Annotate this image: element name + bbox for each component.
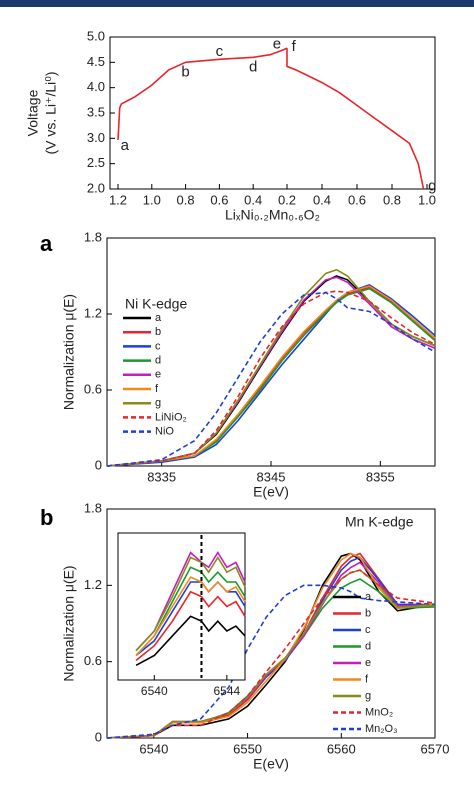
series-line <box>106 291 436 467</box>
y-tick-label: 1.8 <box>84 500 102 515</box>
x-tick-label: 0.6 <box>210 192 228 207</box>
y-tick-label: 4.5 <box>87 54 105 69</box>
x-tick-label: 6560 <box>327 741 356 756</box>
x-axis-label: LiₓNi₀.₂Mn₀.₆O₂ <box>225 207 320 223</box>
x-tick-label: 8345 <box>257 469 286 484</box>
series-line <box>135 576 246 657</box>
point-label: a <box>121 137 130 154</box>
series-line <box>106 584 436 739</box>
x-tick-label: 0.2 <box>278 192 296 207</box>
point-label: g <box>428 177 436 194</box>
y-tick-label: 2.0 <box>87 180 105 195</box>
plot-frame <box>109 36 436 190</box>
series-line <box>135 555 246 652</box>
y-tick-label: 0 <box>95 457 102 472</box>
legend-label: c <box>365 624 371 636</box>
legend-label: a <box>365 591 372 603</box>
y-tick-label: 0.6 <box>84 653 102 668</box>
x-tick-label: 0.4 <box>244 192 262 207</box>
panel-label: b <box>40 505 53 530</box>
series-line <box>106 284 436 467</box>
header-bar <box>0 0 474 7</box>
x-tick-label: 6540 <box>141 684 168 698</box>
x-axis-label: E(eV) <box>253 484 289 500</box>
y-axis-label: (V vs. Li⁺/Li⁰) <box>43 71 59 154</box>
x-tick-label: 1.2 <box>109 192 127 207</box>
y-tick-label: 0.6 <box>84 381 102 396</box>
y-tick-label: 2.5 <box>87 155 105 170</box>
panel-label: a <box>40 231 53 256</box>
legend-label: b <box>365 607 371 619</box>
x-tick-label: 1.0 <box>418 192 436 207</box>
series-line <box>106 285 436 467</box>
panel-title: Mn K-edge <box>345 514 414 530</box>
y-axis-label: Normalization μ(E) <box>61 565 77 681</box>
series-line <box>135 615 246 667</box>
x-tick-label: 0.8 <box>177 192 195 207</box>
legend-label: f <box>365 673 369 685</box>
legend-label: c <box>155 340 161 352</box>
legend-label: b <box>155 326 161 338</box>
legend-label: g <box>155 397 161 409</box>
x-axis-label: E(eV) <box>253 756 289 772</box>
legend-label: NiO <box>155 426 174 438</box>
x-tick-label: 0.8 <box>383 192 401 207</box>
x-tick-label: 6540 <box>139 741 168 756</box>
legend-label: d <box>155 355 161 367</box>
y-tick-label: 3.0 <box>87 130 105 145</box>
y-axis-label: Normalization μ(E) <box>61 294 77 410</box>
legend-label: g <box>365 690 371 702</box>
legend-label: d <box>365 640 371 652</box>
panel-title: Ni K-edge <box>125 296 187 312</box>
y-axis-label: Voltage <box>25 89 41 136</box>
x-tick-label: 8355 <box>366 469 395 484</box>
x-tick-label: 0.6 <box>348 192 366 207</box>
y-tick-label: 3.5 <box>87 104 105 119</box>
series-line <box>106 569 436 739</box>
series-line <box>135 551 246 652</box>
y-tick-label: 1.2 <box>84 305 102 320</box>
legend-label: Mn₂O₃ <box>365 723 398 735</box>
series-line <box>106 290 436 467</box>
point-label: d <box>249 58 257 75</box>
point-label: b <box>181 63 189 80</box>
y-tick-label: 1.2 <box>84 577 102 592</box>
legend-label: LiNiO₂ <box>155 411 187 423</box>
point-label: c <box>216 43 224 60</box>
series-line <box>135 590 246 662</box>
y-tick-label: 5.0 <box>87 28 105 43</box>
point-label: e <box>273 36 281 53</box>
legend-label: e <box>155 369 161 381</box>
legend-label: a <box>155 312 162 324</box>
y-tick-label: 0 <box>95 729 102 744</box>
x-tick-label: 6550 <box>233 741 262 756</box>
x-tick-label: 8335 <box>147 469 176 484</box>
series-line <box>286 48 425 190</box>
legend-label: e <box>365 657 371 669</box>
y-tick-label: 1.8 <box>84 229 102 244</box>
series-line <box>117 47 288 140</box>
point-label: f <box>292 38 297 55</box>
x-tick-label: 0.4 <box>313 192 331 207</box>
x-tick-label: 1.0 <box>143 192 161 207</box>
x-tick-label: 6570 <box>421 741 450 756</box>
x-tick-label: 6544 <box>214 684 241 698</box>
legend-label: f <box>155 383 159 395</box>
series-line <box>135 566 246 657</box>
y-tick-label: 4.0 <box>87 79 105 94</box>
legend-label: MnO₂ <box>365 706 393 718</box>
